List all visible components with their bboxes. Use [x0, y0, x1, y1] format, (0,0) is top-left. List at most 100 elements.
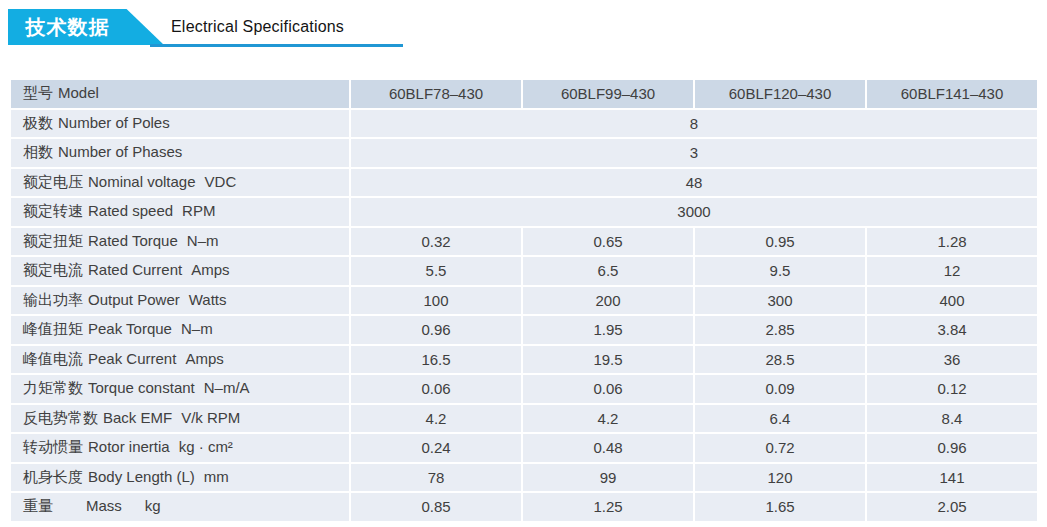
spec-label-en: Model [58, 84, 99, 101]
spec-value-cell: 120 [695, 464, 865, 492]
spec-value-cell: 1.28 [867, 228, 1037, 256]
table-row: 额定扭矩 Rated Torque N–m 0.320.650.951.28 [11, 228, 1037, 256]
spec-label-unit: V/k RPM [181, 409, 240, 426]
table-row: 额定电流Rated CurrentAmps5.56.59.512 [11, 257, 1037, 285]
table-row: 相数 Number of Phases 3 [11, 139, 1037, 167]
section-banner: 技术数据 [8, 9, 164, 45]
spec-label-cell: 极数 Number of Poles [11, 110, 349, 138]
spec-table-body: 极数Number of Poles8相数Number of Phases3额定电… [11, 110, 1037, 521]
model-header-cell: 60BLF120–430 [695, 80, 865, 108]
spec-label-en: Number of Poles [58, 114, 170, 131]
spec-label-unit: N–m/A [204, 379, 250, 396]
spec-label-unit: N–m [187, 232, 219, 249]
spec-label-en: Rated Current [88, 261, 182, 278]
spec-label-cell: 反电势常数 Back EMF V/k RPM [11, 405, 349, 433]
spec-value-cell: 0.65 [523, 228, 693, 256]
spec-merged-value-cell: 48 [351, 169, 1037, 197]
spec-value-cell: 36 [867, 346, 1037, 374]
spec-label-en: Torque constant [88, 379, 195, 396]
spec-label-cn: 型号 [23, 84, 53, 101]
spec-label-en: Mass [86, 497, 122, 514]
spec-merged-value-cell: 3000 [351, 198, 1037, 226]
spec-value-cell: 300 [695, 287, 865, 315]
spec-value-cell: 200 [523, 287, 693, 315]
spec-value-cell: 0.96 [351, 316, 521, 344]
spec-value-cell: 0.96 [867, 434, 1037, 462]
spec-label-unit: Amps [185, 350, 223, 367]
spec-label-en: Peak Current [88, 350, 176, 367]
spec-value-cell: 0.32 [351, 228, 521, 256]
table-row: 额定电压 Nominal voltage VDC 48 [11, 169, 1037, 197]
model-header-cell: 60BLF99–430 [523, 80, 693, 108]
spec-label-cell: 力矩常数 Torque constant N–m/A [11, 375, 349, 403]
spec-value-cell: 9.5 [695, 257, 865, 285]
spec-value-cell: 141 [867, 464, 1037, 492]
table-row: 峰值电流Peak CurrentAmps16.519.528.536 [11, 346, 1037, 374]
model-header-cell: 60BLF78–430 [351, 80, 521, 108]
spec-label-cell: 峰值扭矩Peak TorqueN–m [11, 316, 349, 344]
spec-label-en: Back EMF [103, 409, 172, 426]
spec-label-unit: VDC [205, 173, 237, 190]
datasheet-page: 技术数据 Electrical Specifications 型号Model60… [0, 0, 1047, 527]
spec-label-en: Number of Phases [58, 143, 182, 160]
spec-value-cell: 5.5 [351, 257, 521, 285]
spec-label-cn: 极数 [23, 114, 53, 131]
spec-value-cell: 0.06 [351, 375, 521, 403]
table-row: 机身长度Body Length (L)mm7899120141 [11, 464, 1037, 492]
spec-label-cn: 相数 [23, 143, 53, 160]
spec-label-cell: 额定电流Rated CurrentAmps [11, 257, 349, 285]
spec-value-cell: 28.5 [695, 346, 865, 374]
spec-label-cell: 额定转速 Rated speed RPM [11, 198, 349, 226]
spec-label-en: Output Power [88, 291, 180, 308]
spec-value-cell: 0.06 [523, 375, 693, 403]
spec-label-cell: 额定扭矩 Rated Torque N–m [11, 228, 349, 256]
spec-value-cell: 6.4 [695, 405, 865, 433]
spec-value-cell: 1.65 [695, 493, 865, 521]
spec-value-cell: 400 [867, 287, 1037, 315]
spec-label-cn: 额定电压 [23, 173, 83, 190]
spec-value-cell: 12 [867, 257, 1037, 285]
spec-label-unit: Watts [189, 291, 227, 308]
spec-label-cn: 额定扭矩 [23, 232, 83, 249]
spec-label-cn: 峰值电流 [23, 350, 83, 367]
spec-label-cell: 重量Masskg [11, 493, 349, 521]
spec-value-cell: 0.72 [695, 434, 865, 462]
spec-value-cell: 16.5 [351, 346, 521, 374]
spec-label-unit: kg · cm² [179, 438, 233, 455]
spec-value-cell: 0.48 [523, 434, 693, 462]
spec-label-cn: 额定转速 [23, 202, 83, 219]
spec-label-cn: 反电势常数 [23, 409, 98, 426]
table-row: 重量Masskg0.851.251.652.05 [11, 493, 1037, 521]
spec-label-unit: mm [204, 468, 229, 485]
spec-value-cell: 3.84 [867, 316, 1037, 344]
spec-label-en: Rotor inertia [88, 438, 170, 455]
spec-label-en: Rated speed [88, 202, 173, 219]
spec-label-cell: 额定电压 Nominal voltage VDC [11, 169, 349, 197]
spec-value-cell: 1.25 [523, 493, 693, 521]
spec-label-en: Rated Torque [88, 232, 178, 249]
spec-label-cn: 力矩常数 [23, 379, 83, 396]
table-row: 输出功率Output PowerWatts100200300400 [11, 287, 1037, 315]
spec-label-unit: kg [145, 497, 161, 514]
spec-label-en: Body Length (L) [88, 468, 195, 485]
spec-label-cn: 输出功率 [23, 291, 83, 308]
spec-label-cn: 额定电流 [23, 261, 83, 278]
spec-label-unit: RPM [182, 202, 215, 219]
spec-label-cell: 峰值电流 Peak Current Amps [11, 346, 349, 374]
spec-merged-value-cell: 3 [351, 139, 1037, 167]
model-header-cell: 60BLF141–430 [867, 80, 1037, 108]
table-row: 反电势常数Back EMFV/k RPM4.24.26.48.4 [11, 405, 1037, 433]
spec-label-en: Peak Torque [88, 320, 172, 337]
spec-value-cell: 8.4 [867, 405, 1037, 433]
spec-label-en: Nominal voltage [88, 173, 196, 190]
table-row: 力矩常数Torque constantN–m/A0.060.060.090.12 [11, 375, 1037, 403]
spec-value-cell: 0.24 [351, 434, 521, 462]
spec-value-cell: 0.12 [867, 375, 1037, 403]
spec-value-cell: 78 [351, 464, 521, 492]
spec-label-cell: 转动惯量Rotor inertiakg · cm² [11, 434, 349, 462]
spec-value-cell: 0.95 [695, 228, 865, 256]
table-row: 额定转速 Rated speed RPM 3000 [11, 198, 1037, 226]
spec-label-cell: 输出功率 Output Power Watts [11, 287, 349, 315]
spec-label-cell: 机身长度Body Length (L)mm [11, 464, 349, 492]
spec-value-cell: 2.05 [867, 493, 1037, 521]
